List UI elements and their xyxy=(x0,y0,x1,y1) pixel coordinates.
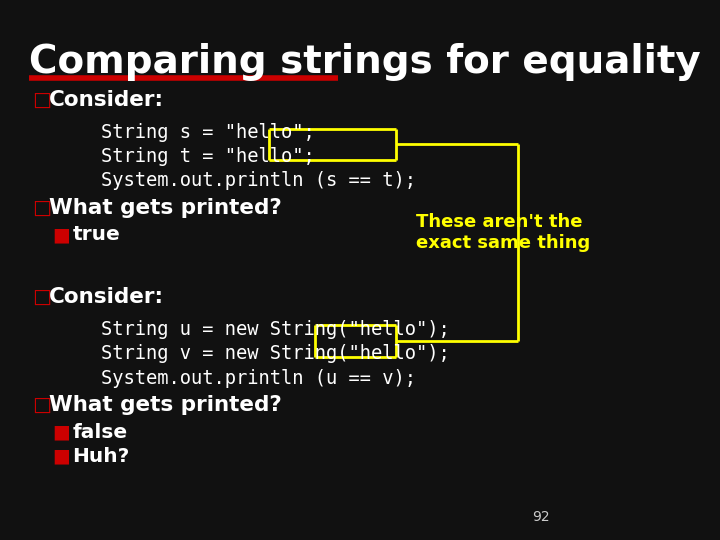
Text: Consider:: Consider: xyxy=(49,90,164,110)
Text: 92: 92 xyxy=(532,510,549,524)
Text: ■: ■ xyxy=(52,447,70,466)
Text: What gets printed?: What gets printed? xyxy=(49,395,282,415)
Text: String u = new String("hello");: String u = new String("hello"); xyxy=(102,320,450,339)
Text: □: □ xyxy=(32,287,51,307)
Text: System.out.println (s == t);: System.out.println (s == t); xyxy=(102,171,416,191)
Text: These aren't the
exact same thing: These aren't the exact same thing xyxy=(416,213,590,252)
Text: Huh?: Huh? xyxy=(72,447,130,466)
Text: Comparing strings for equality: Comparing strings for equality xyxy=(29,43,701,81)
Text: String s = "hello";: String s = "hello"; xyxy=(102,123,315,142)
Text: System.out.println (u == v);: System.out.println (u == v); xyxy=(102,368,416,388)
Text: false: false xyxy=(72,422,127,442)
Text: String v = new String("hello");: String v = new String("hello"); xyxy=(102,344,450,363)
Text: String t = "hello";: String t = "hello"; xyxy=(102,147,315,166)
Text: ■: ■ xyxy=(52,225,70,245)
Text: □: □ xyxy=(32,395,51,415)
Text: □: □ xyxy=(32,90,51,110)
Text: ■: ■ xyxy=(52,422,70,442)
Text: true: true xyxy=(72,225,120,245)
Text: What gets printed?: What gets printed? xyxy=(49,198,282,218)
Text: Consider:: Consider: xyxy=(49,287,164,307)
Text: □: □ xyxy=(32,198,51,218)
